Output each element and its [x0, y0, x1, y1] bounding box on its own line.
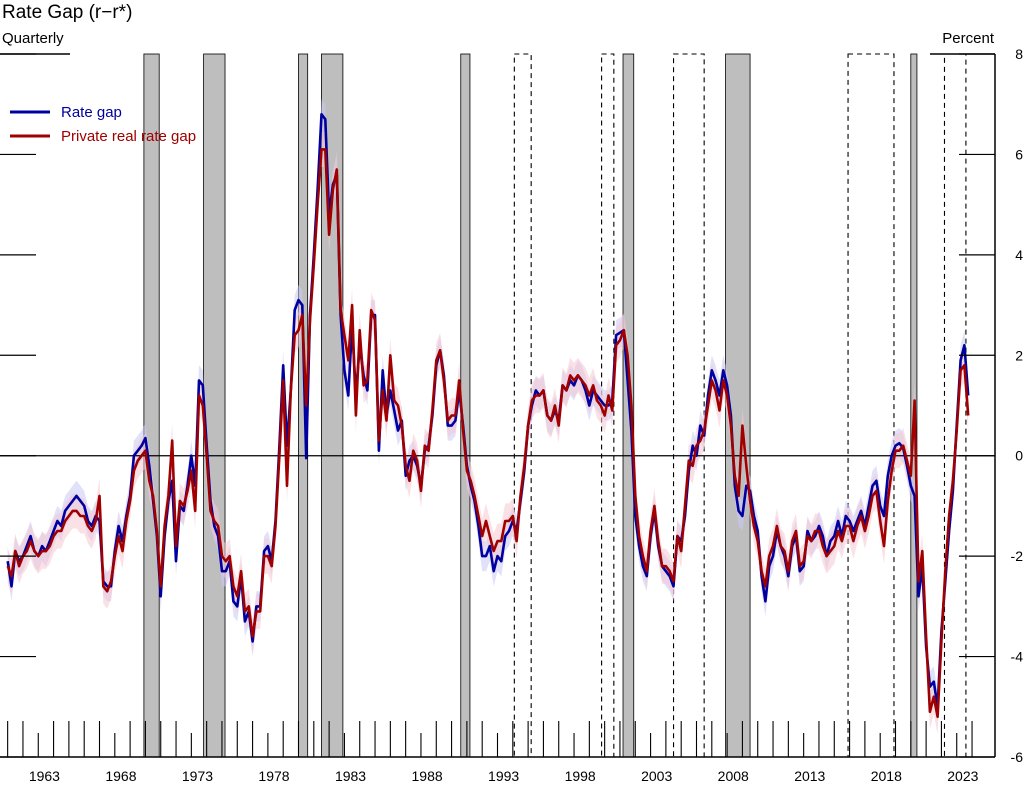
x-tick-label: 2003	[641, 768, 672, 784]
y-tick-label: 6	[1015, 146, 1023, 162]
x-tick-label: 1973	[182, 768, 213, 784]
x-tick-label: 1963	[29, 768, 60, 784]
dashed-period	[847, 53, 895, 758]
x-tick-label: 2023	[947, 768, 978, 784]
x-tick-label: 1998	[565, 768, 596, 784]
y-tick-label: 4	[1015, 247, 1023, 263]
y-tick-label: 0	[1015, 448, 1023, 464]
legend: Rate gap Private real rate gap	[10, 104, 196, 145]
unit-label: Percent	[942, 30, 994, 47]
x-tick-label: 1978	[258, 768, 289, 784]
x-tick-label: 2013	[794, 768, 825, 784]
y-tick-label: 8	[1015, 46, 1023, 62]
x-tick-label: 2018	[871, 768, 902, 784]
private-gap-line	[6, 148, 970, 719]
x-tick-label: 2008	[718, 768, 749, 784]
y-tick-label: -2	[1011, 548, 1024, 564]
legend-label: Private real rate gap	[61, 128, 196, 145]
chart-subtitle: Quarterly	[2, 30, 64, 47]
series-lines	[6, 113, 970, 719]
x-tick-label: 1983	[335, 768, 366, 784]
x-tick-label: 1968	[105, 768, 136, 784]
legend-label: Rate gap	[61, 104, 122, 121]
x-tick-label: 1988	[412, 768, 443, 784]
dashed-period	[672, 53, 705, 758]
recession-bar	[203, 53, 226, 758]
recession-bar	[143, 53, 160, 758]
y-tick-label: -6	[1011, 749, 1024, 765]
dashed-period	[943, 53, 967, 758]
y-tick-label: -4	[1011, 649, 1024, 665]
x-tick-label: 1993	[488, 768, 519, 784]
axis-ticks: -6 -4 -2 0 2 4 6 8 1963 1968 1973 1978 1983 1988 1993 1…	[0, 46, 1023, 784]
chart-title: Rate Gap (r−r*)	[2, 2, 133, 23]
y-tick-label: 2	[1015, 347, 1023, 363]
